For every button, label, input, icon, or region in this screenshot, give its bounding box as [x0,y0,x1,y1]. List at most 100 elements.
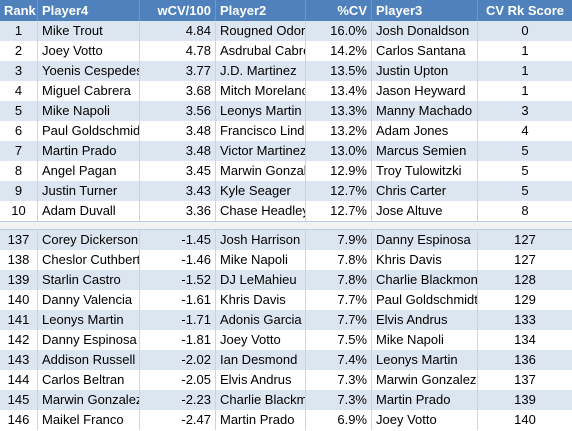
table-cell: DJ LeMahieu [216,270,306,290]
table-cell: 134 [514,332,536,347]
header-cell: %CV [306,0,372,21]
table-cell: 3.77 [140,61,216,81]
header-row: Rank Player4 wCV/100 Player2 %CV Player3 CV Rk… [0,0,572,21]
header-cell: Player2 [216,0,306,21]
table-cell: Leonys Martin [216,101,306,121]
table-row: 4 Miguel Cabrera 3.68 Mitch Moreland 13.4% Ja… [0,81,572,101]
table-cell: 6 [0,121,38,141]
table-row: 137 Corey Dickerson -1.45 Josh Harrison 7.9%… [0,230,572,250]
table-cell: 127 [514,252,536,267]
table-cell: Adam Duvall [38,201,140,221]
section-separator [0,221,572,230]
table-cell: Danny Espinosa [38,330,140,350]
table-cell: 129 [514,292,536,307]
table-cell: 137 [0,230,38,250]
table-cell: Mike Trout [38,21,140,41]
table-cell: Miguel Cabrera [38,81,140,101]
table-row: 138 Cheslor Cuthbert -1.46 Mike Napoli 7.8% K… [0,250,572,270]
table-cell: 13.0% [306,141,372,161]
table-row: 5 Mike Napoli 3.56 Leonys Martin 13.3% Manny … [0,101,572,121]
table-cell: 3.36 [140,201,216,221]
table-cell: -2.02 [140,350,216,370]
table-row: 9 Justin Turner 3.43 Kyle Seager 12.7% Chris … [0,181,572,201]
table-row: 143 Addison Russell -2.02 Ian Desmond 7.4% Le… [0,350,572,370]
table-cell: Maikel Franco [38,410,140,430]
table-cell: 2 [0,41,38,61]
table-cell: 7 [0,141,38,161]
table-cell: Mike Napoli [372,330,478,350]
table-cell: Justin Upton [372,61,478,81]
table-cell: Jason Heyward [372,81,478,101]
table-cell: 7.9% [306,230,372,250]
table-cell: Martin Prado [372,390,478,410]
table-cell: 7.7% [306,290,372,310]
table-cell: -1.52 [140,270,216,290]
table-cell: 144 [0,370,38,390]
table-cell: Adam Jones [372,121,478,141]
table-cell: 8 [521,203,529,218]
table-cell: Leonys Martin [38,310,140,330]
table-cell: 14.2% [306,41,372,61]
table-cell: 128 [514,272,536,287]
table-cell: Khris Davis [372,250,478,270]
table-cell: 4 [0,81,38,101]
table-cell: Marwin Gonzalez [216,161,306,181]
table-cell: Chris Carter [372,181,478,201]
table-cell: 140 [514,412,536,427]
table-cell: 139 [0,270,38,290]
table-cell: 13.4% [306,81,372,101]
table-cell: Starlin Castro [38,270,140,290]
table-cell: Leonys Martin [372,350,478,370]
table-cell: 12.7% [306,181,372,201]
table-cell: Josh Harrison [216,230,306,250]
table-cell: Adonis Garcia [216,310,306,330]
table-cell: Asdrubal Cabrera [216,41,306,61]
header-cell: Player3 [372,0,478,21]
table-cell: 5 [0,101,38,121]
table-cell: 12.7% [306,201,372,221]
table-cell: Danny Espinosa [372,230,478,250]
table-cell: Corey Dickerson [38,230,140,250]
table-cell: Khris Davis [216,290,306,310]
table-cell: 7.8% [306,250,372,270]
table-cell: Marwin Gonzalez [38,390,140,410]
table-cell: Mike Napoli [38,101,140,121]
table-cell: Troy Tulowitzki [372,161,478,181]
table-cell: 3.43 [140,181,216,201]
header-cell: CV Rk Score [485,3,565,18]
table-cell: Charlie Blackmon [216,390,306,410]
table-cell: -2.23 [140,390,216,410]
table-cell: Danny Valencia [38,290,140,310]
table-cell: Joey Votto [216,330,306,350]
table-cell: -2.05 [140,370,216,390]
table-cell: Francisco Lindor [216,121,306,141]
table-cell: 3.48 [140,121,216,141]
table-cell: 10 [0,201,38,221]
table-cell: Rougned Odor [216,21,306,41]
header-cell: Player4 [38,0,140,21]
table-cell: 5 [521,143,529,158]
table-cell: 9 [0,181,38,201]
table-cell: 1 [521,83,529,98]
table-cell: 7.8% [306,270,372,290]
table-cell: Carlos Santana [372,41,478,61]
table-cell: Cheslor Cuthbert [38,250,140,270]
table-cell: 6.9% [306,410,372,430]
table-cell: Mike Napoli [216,250,306,270]
table-cell: 4.78 [140,41,216,61]
table-row: 139 Starlin Castro -1.52 DJ LeMahieu 7.8% Cha… [0,270,572,290]
table-cell: Jose Altuve [372,201,478,221]
table-row: 7 Martin Prado 3.48 Victor Martinez 13.0% Mar… [0,141,572,161]
table-cell: J.D. Martinez [216,61,306,81]
table-row: 1 Mike Trout 4.84 Rougned Odor 16.0% Josh Don… [0,21,572,41]
table-cell: Marwin Gonzalez [372,370,478,390]
table-cell: -1.46 [140,250,216,270]
table-cell: Victor Martinez [216,141,306,161]
table-cell: Charlie Blackmon [372,270,478,290]
table-cell: 146 [0,410,38,430]
table-cell: 5 [521,163,529,178]
table-cell: 3.68 [140,81,216,101]
